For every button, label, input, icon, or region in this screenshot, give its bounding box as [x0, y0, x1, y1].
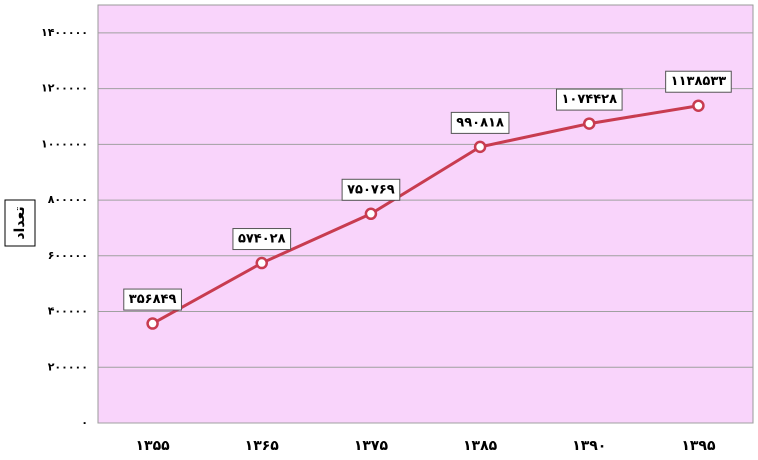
- value-label-text: ۷۵۰۷۶۹: [347, 182, 395, 197]
- value-label: ۳۵۶۸۴۹: [123, 288, 182, 311]
- y-tick-label: ۱۲۰۰۰۰۰: [41, 82, 88, 95]
- value-label-text: ۱۱۳۸۵۳۳: [671, 74, 727, 89]
- value-label: ۹۹۰۸۱۸: [450, 111, 510, 134]
- y-axis-label: تعداد: [12, 206, 28, 239]
- y-label-box: [4, 199, 36, 247]
- x-tick-label: ۱۳۶۵: [245, 438, 280, 454]
- y-tick-label: ۰: [81, 416, 88, 429]
- y-tick-label: ۸۰۰۰۰۰: [48, 193, 88, 206]
- value-label-text: ۳۵۶۸۴۹: [129, 292, 177, 307]
- value-label-box: [555, 88, 623, 111]
- value-label-text: ۱۰۷۴۴۲۸: [561, 92, 617, 107]
- x-tick-label: ۱۳۹۰: [572, 438, 606, 454]
- x-tick-label: ۱۳۵۵: [135, 438, 170, 454]
- marker: [364, 207, 378, 221]
- value-label-box: [341, 178, 401, 201]
- value-label-box: [123, 288, 182, 311]
- y-tick-label: ۲۰۰۰۰۰: [48, 360, 88, 373]
- value-label-box: [665, 70, 732, 93]
- x-tick-label: ۱۳۷۵: [354, 438, 389, 454]
- marker: [692, 99, 705, 112]
- y-tick-label: ۶۰۰۰۰۰: [48, 249, 88, 262]
- y-tick-label: ۴۰۰۰۰۰: [48, 305, 88, 318]
- value-label-text: ۹۹۰۸۱۸: [456, 115, 504, 130]
- marker: [473, 140, 487, 154]
- x-tick-label: ۱۳۹۵: [681, 438, 716, 454]
- value-label-box: [450, 111, 510, 134]
- value-label-box: [232, 228, 292, 251]
- marker: [583, 117, 596, 130]
- line: [151, 104, 699, 325]
- plot-area: [97, 4, 754, 424]
- y-tick-label: ۱۰۰۰۰۰۰: [41, 137, 88, 150]
- value-label-text: ۵۷۴۰۲۸: [238, 232, 286, 247]
- marker: [146, 317, 159, 330]
- marker: [255, 256, 268, 270]
- value-label: ۱۰۷۴۴۲۸: [555, 88, 623, 111]
- value-label: ۷۵۰۷۶۹: [341, 178, 401, 201]
- value-label: ۱۱۳۸۵۳۳: [665, 70, 732, 93]
- y-tick-label: ۱۴۰۰۰۰۰: [41, 26, 88, 39]
- x-tick-label: ۱۳۸۵: [463, 438, 498, 454]
- value-label: ۵۷۴۰۲۸: [232, 228, 292, 251]
